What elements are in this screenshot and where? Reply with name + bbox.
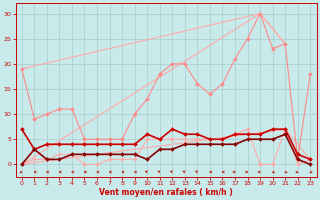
X-axis label: Vent moyen/en rafales ( km/h ): Vent moyen/en rafales ( km/h ) xyxy=(99,188,233,197)
